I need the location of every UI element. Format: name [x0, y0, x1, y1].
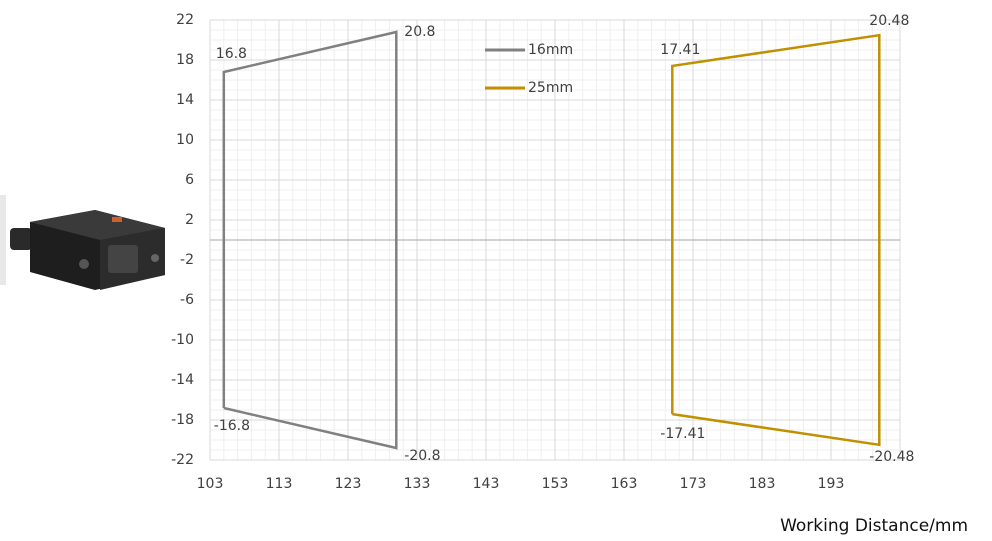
product-image: [0, 195, 165, 290]
x-tick-label: 153: [542, 476, 569, 492]
data-label: -20.48: [869, 449, 914, 465]
data-label: -17.41: [660, 426, 705, 442]
x-tick-label: 113: [266, 476, 293, 492]
data-label: 16.8: [216, 46, 247, 62]
y-tick-label: -18: [171, 412, 194, 428]
x-tick-label: 133: [404, 476, 431, 492]
x-tick-label: 143: [473, 476, 500, 492]
y-tick-label: 6: [185, 172, 194, 188]
y-tick-label: 14: [176, 92, 194, 108]
y-tick-label: -10: [171, 332, 194, 348]
x-axis-title: Working Distance/mm: [780, 516, 968, 536]
y-tick-label: 10: [176, 132, 194, 148]
x-tick-label: 173: [680, 476, 707, 492]
y-tick-label: 2: [185, 212, 194, 228]
x-tick-label: 123: [335, 476, 362, 492]
data-label: 20.8: [404, 24, 435, 40]
data-label: 20.48: [869, 13, 909, 29]
x-tick-label: 163: [611, 476, 638, 492]
legend-label: 25mm: [528, 80, 573, 96]
x-tick-label: 103: [197, 476, 224, 492]
data-label: -16.8: [214, 418, 250, 434]
x-tick-label: 183: [749, 476, 776, 492]
y-tick-label: -22: [171, 452, 194, 468]
data-label: 17.41: [660, 42, 700, 58]
data-label: -20.8: [404, 448, 440, 464]
chart: Working Distance/mm 22 18 14 10 6 2 -2 -6 -10 -14…: [0, 0, 992, 541]
x-tick-label: 193: [818, 476, 845, 492]
legend-label: 16mm: [528, 42, 573, 58]
y-tick-label: -6: [180, 292, 194, 308]
y-tick-label: 22: [176, 12, 194, 28]
y-tick-label: 18: [176, 52, 194, 68]
y-tick-label: -14: [171, 372, 194, 388]
y-tick-label: -2: [180, 252, 194, 268]
